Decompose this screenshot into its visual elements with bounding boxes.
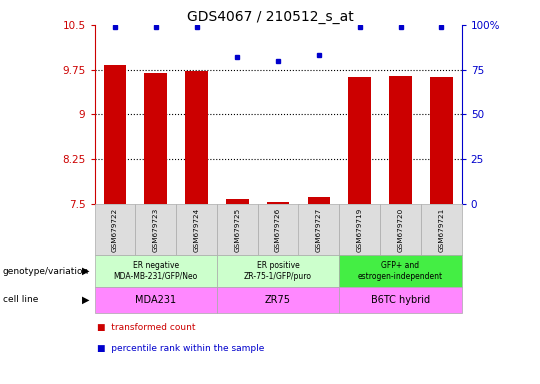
Text: genotype/variation: genotype/variation — [3, 266, 89, 276]
Text: GSM679726: GSM679726 — [275, 207, 281, 252]
Text: ER negative
MDA-MB-231/GFP/Neo: ER negative MDA-MB-231/GFP/Neo — [113, 262, 198, 281]
Text: GSM679723: GSM679723 — [153, 207, 159, 252]
Text: GFP+ and
estrogen-independent: GFP+ and estrogen-independent — [358, 262, 443, 281]
Bar — [145, 73, 167, 204]
Bar — [308, 197, 330, 204]
Text: B6TC hybrid: B6TC hybrid — [371, 295, 430, 305]
Text: ▶: ▶ — [82, 295, 89, 305]
Text: GSM679720: GSM679720 — [397, 207, 403, 252]
Text: GSM679719: GSM679719 — [357, 207, 363, 252]
Text: MDA231: MDA231 — [135, 295, 176, 305]
Text: ZR75: ZR75 — [265, 295, 291, 305]
Bar — [348, 77, 371, 204]
Bar — [389, 76, 411, 204]
Bar — [430, 77, 453, 204]
Text: GSM679724: GSM679724 — [193, 207, 199, 252]
Bar — [226, 199, 248, 204]
Text: ■  percentile rank within the sample: ■ percentile rank within the sample — [97, 344, 265, 353]
Text: GSM679721: GSM679721 — [438, 207, 444, 252]
Text: ▶: ▶ — [82, 266, 89, 276]
Bar — [185, 71, 208, 204]
Bar — [104, 65, 126, 204]
Text: cell line: cell line — [3, 295, 38, 305]
Text: ■  transformed count: ■ transformed count — [97, 323, 195, 331]
Text: ER positive
ZR-75-1/GFP/puro: ER positive ZR-75-1/GFP/puro — [244, 262, 312, 281]
Bar — [267, 202, 289, 204]
Text: GSM679725: GSM679725 — [234, 207, 240, 252]
Text: GSM679727: GSM679727 — [316, 207, 322, 252]
Text: GDS4067 / 210512_s_at: GDS4067 / 210512_s_at — [187, 10, 353, 23]
Text: GSM679722: GSM679722 — [112, 207, 118, 252]
